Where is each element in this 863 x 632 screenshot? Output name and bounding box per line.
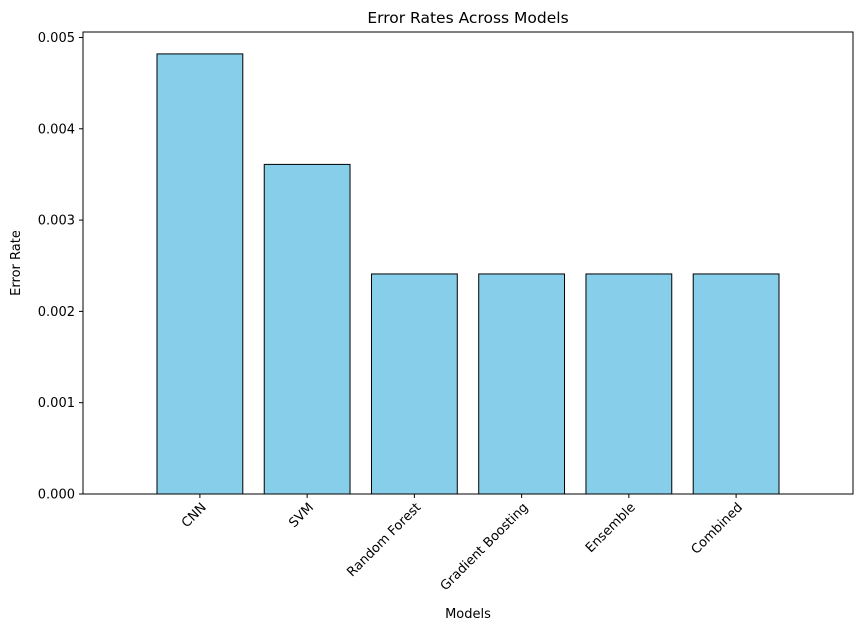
x-tick-label: SVM (286, 500, 317, 531)
x-tick-label: Combined (689, 500, 746, 557)
bar-cnn (156, 53, 244, 495)
y-tick-label: 0.000 (38, 488, 75, 503)
bar-combined (692, 273, 780, 495)
x-tick-label: Ensemble (583, 500, 639, 556)
bars-layer (156, 53, 780, 495)
chart-title: Error Rates Across Models (367, 9, 568, 27)
bar-svm (263, 163, 351, 495)
x-tick-label: Random Forest (344, 500, 424, 580)
bar-ensemble (585, 273, 673, 495)
y-axis-title: Error Rate (9, 230, 24, 296)
y-tick-label: 0.001 (38, 396, 75, 411)
x-axis-ticks: CNN SVM Random Forest Gradient Boosting Ense… (179, 494, 746, 594)
x-tick-label: CNN (179, 500, 210, 531)
y-tick-label: 0.005 (38, 31, 75, 46)
y-axis-ticks: 0.000 0.001 0.002 0.003 0.004 0.005 (38, 31, 83, 503)
x-tick-label: Gradient Boosting (438, 500, 532, 594)
bar-gradient-boosting (478, 273, 566, 495)
y-tick-label: 0.004 (38, 122, 75, 137)
y-tick-label: 0.003 (38, 214, 75, 229)
x-axis-title: Models (445, 607, 491, 622)
bar-random-forest (370, 273, 458, 495)
y-tick-label: 0.002 (38, 305, 75, 320)
plot-frame (82, 31, 854, 495)
